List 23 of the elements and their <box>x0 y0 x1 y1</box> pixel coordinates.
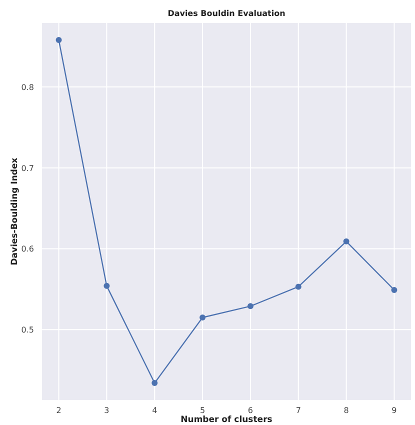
x-tick-label: 2 <box>56 406 62 415</box>
x-tick-label: 3 <box>104 406 110 415</box>
point <box>391 286 398 293</box>
point <box>295 284 302 290</box>
x-tick-label: 4 <box>152 406 158 415</box>
chart-title: Davies Bouldin Evaluation <box>168 9 286 18</box>
x-axis-title: Number of clusters <box>180 415 272 425</box>
y-tick-label: 0.8 <box>21 82 34 92</box>
x-tick-label: 9 <box>392 406 397 415</box>
point <box>200 314 206 320</box>
y-tick-label: 0.5 <box>21 326 34 335</box>
y-tick-label: 0.6 <box>21 244 34 254</box>
point <box>104 282 110 289</box>
y-tick-label: 0.7 <box>21 164 34 173</box>
x-tick-label: 8 <box>344 406 349 415</box>
y-axis-title: Davies-Boulding Index <box>10 157 20 266</box>
x-tick-label: 6 <box>248 406 254 415</box>
point <box>247 303 254 310</box>
point <box>343 238 350 244</box>
x-tick-label: 5 <box>200 406 206 415</box>
x-tick-label: 7 <box>296 406 301 415</box>
point <box>56 36 62 43</box>
point <box>152 380 158 386</box>
